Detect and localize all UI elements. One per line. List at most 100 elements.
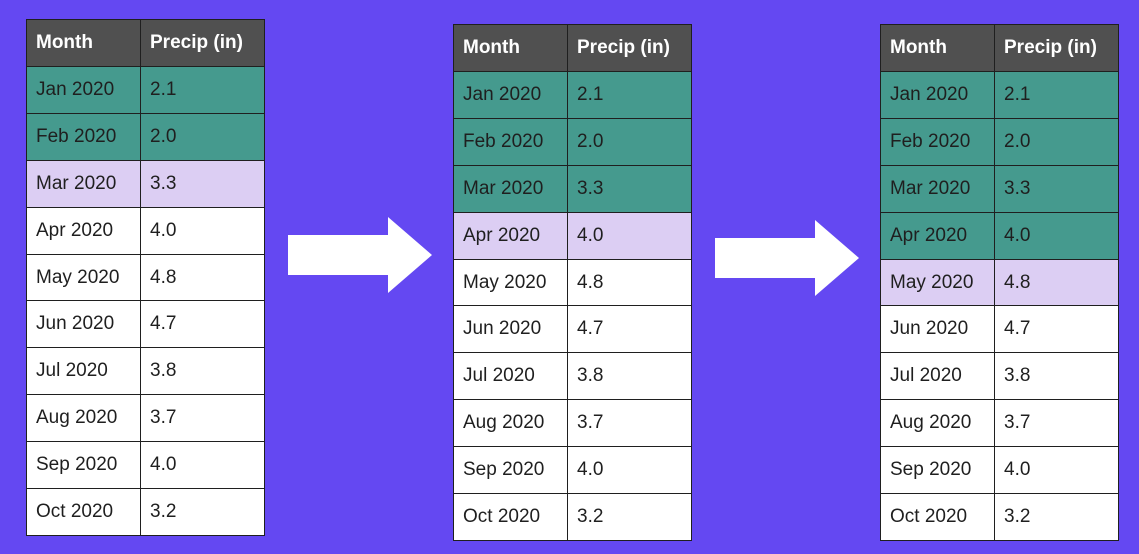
table-row: Feb 2020 2.0 <box>453 117 692 166</box>
cell-precip: 4.0 <box>994 446 1119 495</box>
cell-month: Jun 2020 <box>880 305 995 354</box>
table-row: Jul 2020 3.8 <box>880 352 1119 401</box>
cell-precip: 3.3 <box>140 159 265 208</box>
table-row: Jun 2020 4.7 <box>453 305 692 354</box>
cell-month: Aug 2020 <box>26 394 141 443</box>
cell-precip: 3.3 <box>994 164 1119 213</box>
table-row: Sep 2020 4.0 <box>453 446 692 495</box>
cell-precip: 4.7 <box>140 300 265 349</box>
cell-month: Apr 2020 <box>880 211 995 260</box>
table-row: Oct 2020 3.2 <box>453 493 692 541</box>
header-month: Month <box>453 24 568 72</box>
precip-table-step-3: Month Precip (in) Jan 2020 2.1 Feb 2020 2.… <box>880 24 1119 541</box>
cell-precip: 3.7 <box>994 399 1119 448</box>
table-header-row: Month Precip (in) <box>453 24 692 72</box>
precip-table-step-2: Month Precip (in) Jan 2020 2.1 Feb 2020 2.… <box>453 24 692 541</box>
cell-precip: 4.7 <box>567 305 692 354</box>
cell-precip: 2.1 <box>140 66 265 114</box>
cell-month: Sep 2020 <box>453 446 568 495</box>
cell-precip: 3.8 <box>994 352 1119 401</box>
cell-precip: 3.2 <box>567 493 692 541</box>
cell-month: Feb 2020 <box>453 117 568 166</box>
header-month: Month <box>26 19 141 67</box>
cell-precip: 3.7 <box>567 399 692 448</box>
table-row: Oct 2020 3.2 <box>26 488 265 536</box>
cell-month: May 2020 <box>26 253 141 302</box>
cell-precip: 4.8 <box>567 258 692 307</box>
cell-precip: 4.7 <box>994 305 1119 354</box>
cell-month: Oct 2020 <box>880 493 995 541</box>
header-precip: Precip (in) <box>567 24 692 72</box>
table-row: Jul 2020 3.8 <box>453 352 692 401</box>
cell-month: Jan 2020 <box>26 66 141 114</box>
cell-precip: 4.0 <box>567 446 692 495</box>
table-row: Jul 2020 3.8 <box>26 347 265 396</box>
cell-precip: 4.0 <box>567 211 692 260</box>
cell-month: Jan 2020 <box>880 71 995 119</box>
cell-month: Feb 2020 <box>880 117 995 166</box>
cell-precip: 3.3 <box>567 164 692 213</box>
table-row: Aug 2020 3.7 <box>880 399 1119 448</box>
cell-month: Jun 2020 <box>26 300 141 349</box>
table-row: Jan 2020 2.1 <box>453 71 692 119</box>
table-row: Aug 2020 3.7 <box>453 399 692 448</box>
table-row: Apr 2020 4.0 <box>880 211 1119 260</box>
header-precip: Precip (in) <box>994 24 1119 72</box>
table-row: Feb 2020 2.0 <box>880 117 1119 166</box>
cell-precip: 4.8 <box>994 258 1119 307</box>
precip-table-step-1: Month Precip (in) Jan 2020 2.1 Feb 2020 2.… <box>26 19 265 536</box>
cell-precip: 3.2 <box>994 493 1119 541</box>
table-row: Mar 2020 3.3 <box>26 159 265 208</box>
table-row: Apr 2020 4.0 <box>453 211 692 260</box>
cell-month: Mar 2020 <box>453 164 568 213</box>
cell-precip: 4.8 <box>140 253 265 302</box>
cell-precip: 3.7 <box>140 394 265 443</box>
cell-month: Aug 2020 <box>880 399 995 448</box>
cell-precip: 4.0 <box>140 441 265 490</box>
table-row: Mar 2020 3.3 <box>880 164 1119 213</box>
cell-month: Apr 2020 <box>453 211 568 260</box>
cell-month: Jan 2020 <box>453 71 568 119</box>
cell-month: May 2020 <box>880 258 995 307</box>
cell-month: Apr 2020 <box>26 206 141 255</box>
cell-precip: 3.8 <box>567 352 692 401</box>
cell-month: Jul 2020 <box>453 352 568 401</box>
cell-precip: 2.1 <box>567 71 692 119</box>
header-month: Month <box>880 24 995 72</box>
cell-precip: 4.0 <box>140 206 265 255</box>
table-row: Jun 2020 4.7 <box>26 300 265 349</box>
table-row: May 2020 4.8 <box>880 258 1119 307</box>
right-arrow-icon <box>288 217 432 293</box>
cell-month: Aug 2020 <box>453 399 568 448</box>
cell-precip: 2.0 <box>140 112 265 161</box>
table-row: Jan 2020 2.1 <box>880 71 1119 119</box>
table-row: Jan 2020 2.1 <box>26 66 265 114</box>
table-row: Oct 2020 3.2 <box>880 493 1119 541</box>
cell-precip: 2.1 <box>994 71 1119 119</box>
cell-precip: 3.2 <box>140 488 265 536</box>
table-row: Sep 2020 4.0 <box>880 446 1119 495</box>
cell-month: Jul 2020 <box>880 352 995 401</box>
table-row: Mar 2020 3.3 <box>453 164 692 213</box>
table-row: Aug 2020 3.7 <box>26 394 265 443</box>
cell-month: Sep 2020 <box>26 441 141 490</box>
table-row: May 2020 4.8 <box>453 258 692 307</box>
cell-precip: 2.0 <box>994 117 1119 166</box>
table-row: May 2020 4.8 <box>26 253 265 302</box>
cell-month: Mar 2020 <box>880 164 995 213</box>
cell-month: Oct 2020 <box>453 493 568 541</box>
table-header-row: Month Precip (in) <box>26 19 265 67</box>
cell-precip: 3.8 <box>140 347 265 396</box>
cell-month: Jun 2020 <box>453 305 568 354</box>
cell-month: Mar 2020 <box>26 159 141 208</box>
table-row: Feb 2020 2.0 <box>26 112 265 161</box>
right-arrow-icon <box>715 220 859 296</box>
cell-month: Oct 2020 <box>26 488 141 536</box>
cell-month: May 2020 <box>453 258 568 307</box>
cell-month: Sep 2020 <box>880 446 995 495</box>
table-row: Jun 2020 4.7 <box>880 305 1119 354</box>
table-header-row: Month Precip (in) <box>880 24 1119 72</box>
cell-month: Jul 2020 <box>26 347 141 396</box>
cell-month: Feb 2020 <box>26 112 141 161</box>
header-precip: Precip (in) <box>140 19 265 67</box>
